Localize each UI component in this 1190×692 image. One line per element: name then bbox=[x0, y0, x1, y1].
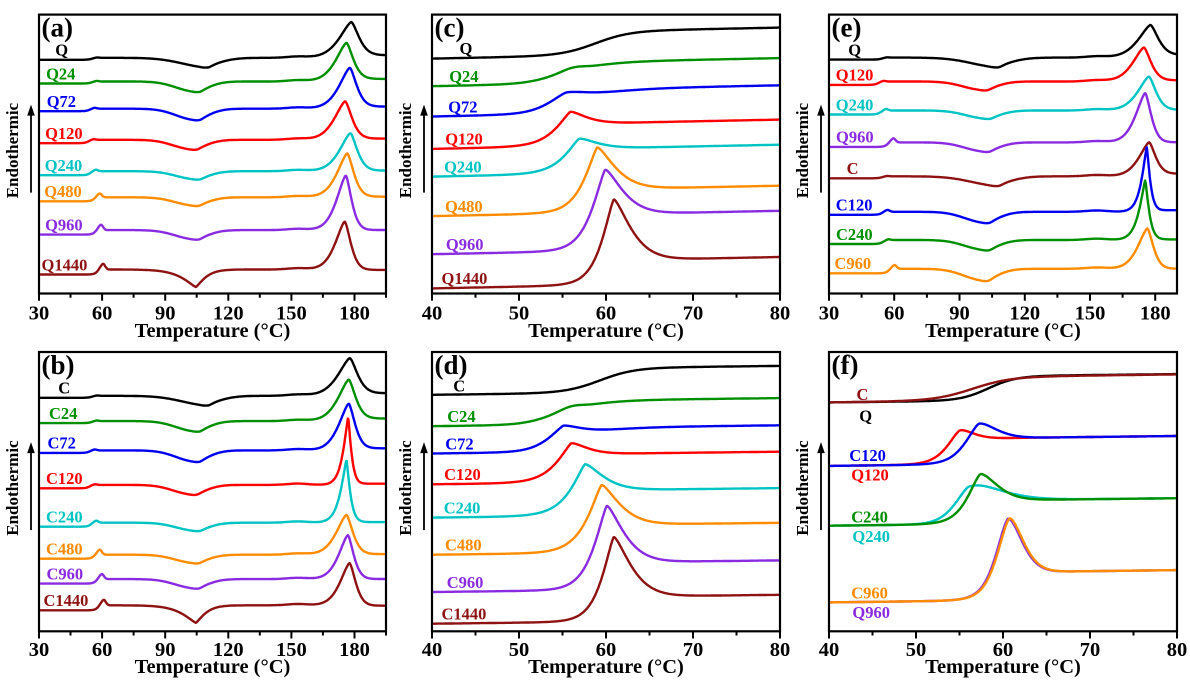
svg-text:C24: C24 bbox=[49, 404, 77, 423]
svg-text:60: 60 bbox=[884, 303, 905, 325]
svg-text:50: 50 bbox=[509, 639, 530, 661]
svg-text:40: 40 bbox=[422, 639, 443, 661]
svg-text:70: 70 bbox=[1080, 639, 1101, 661]
svg-text:Q960: Q960 bbox=[446, 235, 484, 254]
svg-text:Q120: Q120 bbox=[445, 130, 483, 149]
svg-text:Q960: Q960 bbox=[45, 215, 83, 234]
svg-text:60: 60 bbox=[92, 639, 113, 661]
svg-text:70: 70 bbox=[683, 639, 704, 661]
svg-text:Q24: Q24 bbox=[46, 64, 75, 83]
svg-text:Q240: Q240 bbox=[836, 95, 874, 114]
svg-text:50: 50 bbox=[906, 639, 927, 661]
svg-text:Endothermic: Endothermic bbox=[396, 440, 415, 536]
svg-text:(b): (b) bbox=[42, 350, 75, 380]
svg-text:120: 120 bbox=[1009, 303, 1040, 325]
svg-text:C120: C120 bbox=[46, 469, 83, 488]
svg-text:C: C bbox=[58, 379, 70, 398]
svg-text:Q: Q bbox=[859, 406, 872, 425]
svg-text:Q: Q bbox=[55, 41, 68, 60]
svg-text:Endothermic: Endothermic bbox=[793, 102, 812, 198]
svg-text:C: C bbox=[453, 377, 465, 396]
svg-text:C240: C240 bbox=[444, 498, 481, 517]
svg-text:60: 60 bbox=[92, 303, 113, 325]
svg-text:120: 120 bbox=[213, 303, 244, 325]
svg-text:C120: C120 bbox=[836, 196, 873, 215]
svg-text:(c): (c) bbox=[435, 13, 465, 43]
svg-text:120: 120 bbox=[213, 639, 244, 661]
svg-text:60: 60 bbox=[596, 303, 617, 325]
svg-text:Q240: Q240 bbox=[45, 156, 83, 175]
svg-text:C240: C240 bbox=[851, 507, 888, 526]
svg-text:30: 30 bbox=[819, 303, 840, 325]
svg-text:150: 150 bbox=[1075, 303, 1106, 325]
svg-text:(d): (d) bbox=[435, 350, 468, 380]
svg-text:50: 50 bbox=[509, 303, 530, 325]
svg-text:Endothermic: Endothermic bbox=[396, 102, 415, 198]
svg-text:Temperature (°C): Temperature (°C) bbox=[528, 320, 684, 342]
svg-text:C: C bbox=[857, 385, 869, 404]
svg-text:150: 150 bbox=[276, 303, 307, 325]
svg-text:C960: C960 bbox=[851, 583, 888, 602]
svg-text:Temperature (°C): Temperature (°C) bbox=[925, 656, 1081, 678]
svg-text:C72: C72 bbox=[48, 434, 76, 453]
svg-text:C960: C960 bbox=[835, 254, 872, 273]
svg-text:C240: C240 bbox=[836, 225, 873, 244]
svg-text:Q240: Q240 bbox=[852, 527, 890, 546]
svg-text:Q120: Q120 bbox=[836, 66, 874, 85]
svg-text:Q: Q bbox=[848, 40, 861, 59]
svg-text:Q480: Q480 bbox=[445, 197, 483, 216]
svg-text:150: 150 bbox=[276, 639, 307, 661]
svg-text:180: 180 bbox=[339, 303, 370, 325]
svg-text:C960: C960 bbox=[47, 564, 84, 583]
svg-text:C24: C24 bbox=[447, 407, 475, 426]
svg-text:C1440: C1440 bbox=[44, 591, 89, 610]
svg-text:Temperature (°C): Temperature (°C) bbox=[135, 320, 291, 342]
svg-text:Endothermic: Endothermic bbox=[3, 102, 22, 198]
svg-text:C72: C72 bbox=[445, 434, 473, 453]
svg-text:Q1440: Q1440 bbox=[42, 255, 88, 274]
svg-text:30: 30 bbox=[29, 303, 50, 325]
svg-text:Temperature (°C): Temperature (°C) bbox=[528, 656, 684, 678]
svg-text:Q480: Q480 bbox=[44, 182, 82, 201]
svg-text:C480: C480 bbox=[445, 536, 482, 555]
svg-text:C1440: C1440 bbox=[442, 605, 487, 624]
svg-text:Q24: Q24 bbox=[449, 67, 478, 86]
svg-text:Q120: Q120 bbox=[45, 124, 83, 143]
svg-text:Q240: Q240 bbox=[444, 157, 482, 176]
svg-text:C240: C240 bbox=[46, 508, 83, 527]
svg-text:40: 40 bbox=[819, 639, 840, 661]
svg-text:C480: C480 bbox=[46, 540, 83, 559]
svg-text:Temperature (°C): Temperature (°C) bbox=[135, 656, 291, 678]
svg-text:C120: C120 bbox=[849, 446, 886, 465]
svg-text:(a): (a) bbox=[42, 13, 73, 43]
svg-text:Q72: Q72 bbox=[448, 97, 477, 116]
svg-text:30: 30 bbox=[29, 639, 50, 661]
svg-text:Q960: Q960 bbox=[852, 603, 890, 622]
svg-text:C: C bbox=[847, 159, 859, 178]
svg-text:(e): (e) bbox=[832, 13, 862, 43]
svg-text:Q1440: Q1440 bbox=[442, 269, 488, 288]
svg-text:180: 180 bbox=[339, 639, 370, 661]
svg-text:Temperature (°C): Temperature (°C) bbox=[925, 320, 1081, 342]
svg-text:C960: C960 bbox=[447, 573, 484, 592]
svg-text:90: 90 bbox=[155, 303, 176, 325]
svg-text:Endothermic: Endothermic bbox=[793, 440, 812, 536]
svg-text:80: 80 bbox=[1167, 639, 1188, 661]
svg-text:70: 70 bbox=[683, 303, 704, 325]
svg-text:Q: Q bbox=[460, 39, 473, 58]
svg-text:Endothermic: Endothermic bbox=[3, 440, 22, 536]
svg-text:80: 80 bbox=[770, 639, 791, 661]
svg-text:90: 90 bbox=[155, 639, 176, 661]
svg-text:Q960: Q960 bbox=[836, 128, 874, 147]
svg-text:Q72: Q72 bbox=[47, 92, 76, 111]
svg-text:C120: C120 bbox=[444, 465, 481, 484]
svg-text:Q120: Q120 bbox=[851, 465, 889, 484]
svg-text:40: 40 bbox=[422, 303, 443, 325]
svg-text:60: 60 bbox=[596, 639, 617, 661]
svg-text:180: 180 bbox=[1140, 303, 1171, 325]
svg-text:80: 80 bbox=[770, 303, 791, 325]
svg-text:90: 90 bbox=[949, 303, 970, 325]
svg-text:(f): (f) bbox=[832, 350, 859, 380]
svg-text:60: 60 bbox=[993, 639, 1014, 661]
